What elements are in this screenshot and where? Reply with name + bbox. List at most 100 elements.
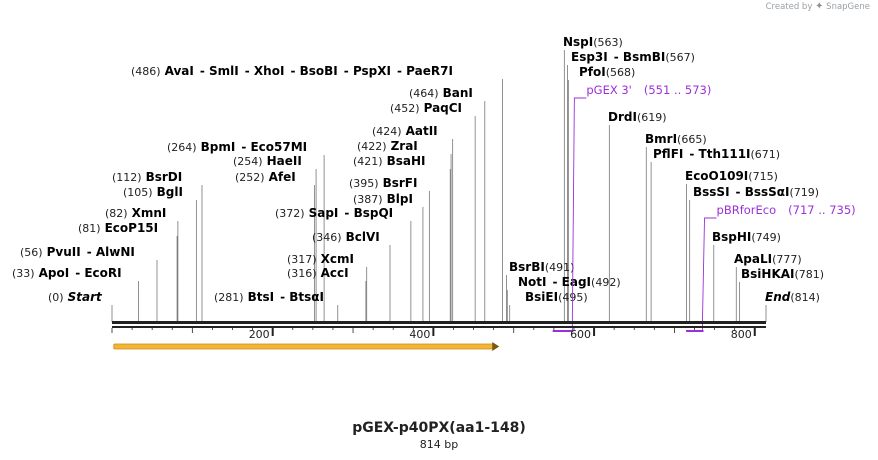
name-separator: - [200, 64, 209, 78]
site-label-acci[interactable]: (316) AccI [287, 266, 349, 280]
site-label-apali[interactable]: ApaLI(777) [734, 252, 802, 266]
axis-top-strand [112, 321, 766, 324]
enzyme-name-smli: SmlI [209, 64, 239, 78]
enzyme-name-end: End [765, 290, 791, 304]
site-label-xcmi[interactable]: (317) XcmI [287, 252, 354, 266]
enzyme-name-bspqi: BspQI [354, 206, 394, 220]
enzyme-name-pvuii: PvuII [47, 245, 81, 259]
site-position: (715) [748, 170, 778, 183]
site-position: (567) [665, 51, 695, 64]
site-position: (112) [112, 171, 142, 184]
site-position: (33) [12, 267, 35, 280]
enzyme-name-btsi: BtsI [248, 290, 275, 304]
primer-label-pbrforeco[interactable]: pBRforEco (717 .. 735) [717, 203, 856, 217]
site-position: (619) [637, 111, 667, 124]
name-separator: - [736, 185, 745, 199]
site-label-nspi[interactable]: NspI(563) [563, 35, 623, 49]
site-label-pvuii[interactable]: (56) PvuII - AlwNI [20, 245, 135, 259]
site-label-end[interactable]: End(814) [765, 290, 820, 304]
site-label-aatii[interactable]: (424) AatII [372, 124, 438, 138]
site-label-ecoo109i[interactable]: EcoO109I(715) [685, 169, 778, 183]
feature-arrowhead [492, 342, 500, 351]
enzyme-name-acci: AccI [321, 266, 349, 280]
site-label-avai[interactable]: (486) AvaI - SmlI - XhoI - BsoBI - PspXI - Pae… [131, 64, 453, 78]
site-label-start[interactable]: (0) Start [48, 290, 103, 304]
enzyme-name-bani: BanI [443, 86, 473, 100]
site-label-zrai[interactable]: (422) ZraI [357, 139, 418, 153]
snapgene-logo-icon: ✦ [815, 1, 824, 12]
enzyme-name-bsiei: BsiEI [525, 290, 558, 304]
site-position: (281) [214, 291, 244, 304]
name-separator: - [344, 206, 353, 220]
feature-bar[interactable] [113, 343, 494, 350]
primer-range: (717 .. 735) [788, 203, 856, 217]
enzyme-name-pfoi: PfoI [579, 65, 606, 79]
site-label-drdi[interactable]: DrdI(619) [608, 110, 667, 124]
primer-label-pgex-3[interactable]: pGEX 3' (551 .. 573) [586, 83, 711, 97]
site-label-bsphi[interactable]: BspHI(749) [712, 230, 781, 244]
enzyme-name-apoi: ApoI [39, 266, 70, 280]
name-separator: - [689, 147, 698, 161]
site-label-noti[interactable]: NotI - EagI(492) [518, 275, 621, 289]
name-separator: - [614, 50, 623, 64]
site-position: (781) [795, 268, 825, 281]
enzyme-name-apali: ApaLI [734, 252, 772, 266]
site-label-afei[interactable]: (252) AfeI [235, 170, 296, 184]
site-label-apoi[interactable]: (33) ApoI - EcoRI [12, 266, 122, 280]
primer-name: pBRforEco [717, 203, 777, 217]
site-label-bpmi[interactable]: (264) BpmI - Eco57MI [167, 140, 307, 154]
enzyme-name-bsrdi: BsrDI [146, 170, 183, 184]
site-label-btsi[interactable]: (281) BtsI - BtsαI [214, 290, 324, 304]
site-label-haeii[interactable]: (254) HaeII [233, 154, 302, 168]
site-label-bsssi[interactable]: BssSI - BssSαI(719) [693, 185, 819, 199]
enzyme-name-avai: AvaI [165, 64, 194, 78]
enzyme-name-eagi: EagI [562, 275, 591, 289]
site-label-bsrbi[interactable]: BsrBI(491) [509, 260, 574, 274]
site-position: (372) [275, 207, 305, 220]
enzyme-name-bclvi: BclVI [346, 230, 380, 244]
site-position: (387) [353, 193, 383, 206]
primer-annotations: pGEX 3' (551 .. 573) pBRforEco (717 .. 735) [552, 83, 856, 332]
site-position: (317) [287, 253, 317, 266]
enzyme-name-bts-i: BtsαI [289, 290, 324, 304]
site-label-pfoi[interactable]: PfoI(568) [579, 65, 635, 79]
site-label-sapi[interactable]: (372) SapI - BspQI [275, 206, 393, 220]
site-position: (671) [751, 148, 781, 161]
site-label-paqci[interactable]: (452) PaqCI [390, 101, 462, 115]
name-separator: - [87, 245, 96, 259]
enzyme-name-pspxi: PspXI [353, 64, 391, 78]
axis-major-tick-200 [271, 327, 274, 336]
site-label-bclvi[interactable]: (346) BclVI [312, 230, 380, 244]
enzyme-name-bsihkai: BsiHKAI [741, 267, 795, 281]
site-leaders [111, 50, 767, 322]
site-label-pflfi[interactable]: PflFI - Tth111I(671) [653, 147, 780, 161]
site-position: (492) [591, 276, 621, 289]
enzyme-name-paer7i: PaeR7I [406, 64, 453, 78]
site-label-xmni[interactable]: (82) XmnI [105, 206, 166, 220]
site-label-bmri[interactable]: BmrI(665) [645, 132, 707, 146]
axis-major-tick-600 [593, 327, 596, 336]
site-label-blpi[interactable]: (387) BlpI [353, 192, 413, 206]
site-position: (254) [233, 155, 263, 168]
name-separator: - [75, 266, 84, 280]
site-label-bani[interactable]: (464) BanI [409, 86, 473, 100]
name-separator: - [344, 64, 353, 78]
site-position: (105) [123, 186, 153, 199]
enzyme-name-aatii: AatII [406, 124, 438, 138]
site-position: (491) [545, 261, 575, 274]
site-position: (81) [78, 222, 101, 235]
axis-major-tick-400 [432, 327, 435, 336]
enzyme-name-bsmbi: BsmBI [623, 50, 665, 64]
enzyme-name-ecoo109i: EcoO109I [685, 169, 748, 183]
site-label-bsrfi[interactable]: (395) BsrFI [349, 176, 417, 190]
site-label-bsrdi[interactable]: (112) BsrDI [112, 170, 182, 184]
site-label-ecop15i[interactable]: (81) EcoP15I [78, 221, 158, 235]
enzyme-name-afei: AfeI [269, 170, 296, 184]
site-label-esp3i[interactable]: Esp3I - BsmBI(567) [571, 50, 695, 64]
site-label-bgli[interactable]: (105) BglI [123, 185, 183, 199]
site-label-bsahi[interactable]: (421) BsaHI [353, 154, 426, 168]
site-label-bsiei[interactable]: BsiEI(495) [525, 290, 588, 304]
site-label-bsihkai[interactable]: BsiHKAI(781) [741, 267, 824, 281]
site-position: (777) [772, 253, 802, 266]
